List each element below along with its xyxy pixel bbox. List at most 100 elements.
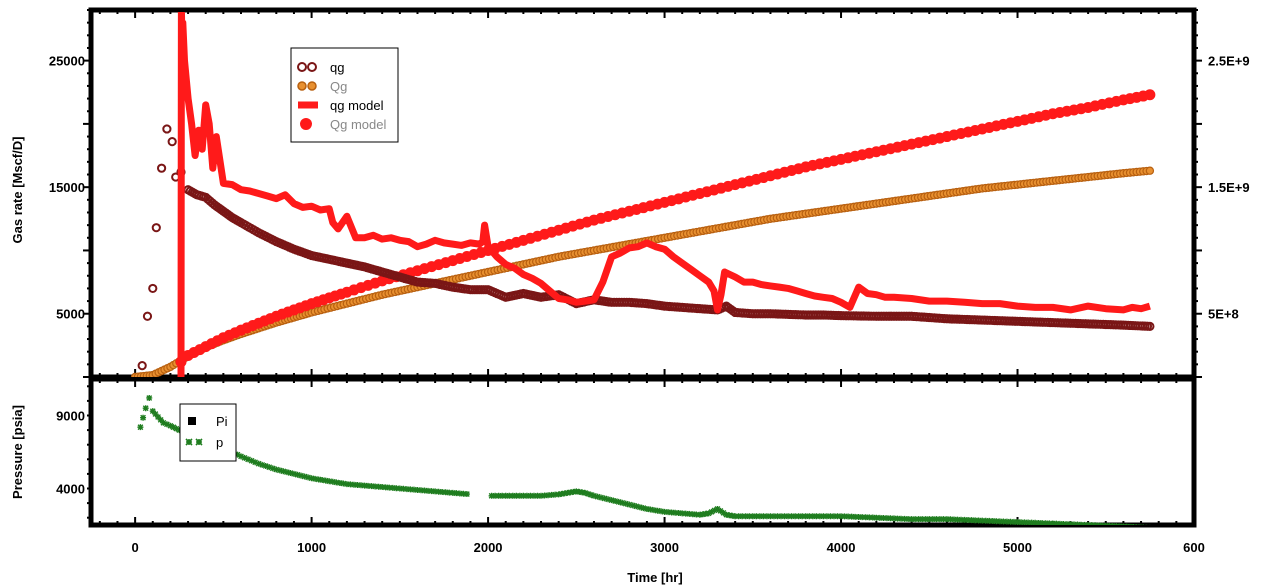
pressure-point: [720, 509, 727, 516]
legend-label-Qg-model: Qg model: [330, 117, 386, 132]
pressure-point: [658, 508, 665, 515]
pressure-point: [598, 494, 605, 501]
pressure-point: [432, 488, 439, 495]
pressure-point: [650, 507, 657, 514]
pressure-point: [820, 513, 827, 520]
qg-point: [1145, 321, 1155, 331]
pressure-point: [499, 492, 506, 499]
pressure-point: [1028, 519, 1035, 525]
pressure-point: [1014, 519, 1021, 525]
pressure-point: [665, 509, 672, 516]
pressure-point: [629, 502, 636, 509]
pressure-point: [788, 513, 795, 520]
pressure-point: [290, 470, 297, 477]
pressure-point: [827, 513, 834, 520]
pressure-point: [749, 513, 756, 520]
pressure-point: [1003, 518, 1010, 525]
pressure-point: [947, 516, 954, 523]
pressure-point: [675, 510, 682, 517]
pressure-point: [661, 508, 668, 515]
rate-left-tick-label: 15000: [49, 180, 85, 195]
x-tick-label: 0: [132, 540, 139, 555]
pressure-point: [439, 489, 446, 496]
x-axis-title: Time [hr]: [627, 570, 682, 585]
pressure-point: [993, 518, 1000, 525]
pressure-point: [654, 507, 661, 514]
legend-marker-Pi: [188, 417, 196, 425]
x-tick-label: 2000: [474, 540, 503, 555]
pressure-point: [305, 474, 312, 481]
pressure-point: [234, 451, 241, 458]
pressure-point: [1042, 520, 1049, 525]
pressure-point: [905, 516, 912, 523]
pressure-point: [898, 515, 905, 522]
pressure-point: [173, 425, 180, 432]
pressure-point: [770, 513, 777, 520]
pressure-point: [823, 513, 830, 520]
pressure-point: [705, 510, 712, 517]
pressure-point: [619, 499, 626, 506]
pressure-point: [845, 513, 852, 520]
qg-point: [148, 283, 158, 294]
pressure-point: [594, 493, 601, 500]
pressure-point: [283, 469, 290, 476]
pressure-point: [795, 513, 802, 520]
pressure-point: [358, 482, 365, 489]
pressure-point: [908, 516, 915, 523]
pressure-point: [647, 506, 654, 513]
pressure-point: [912, 516, 919, 523]
pressure-point: [982, 517, 989, 524]
pressure-point: [460, 490, 467, 497]
pressure-point: [336, 479, 343, 486]
legend-marker-Qg: [297, 81, 317, 91]
pressure-point: [929, 516, 936, 523]
pressure-point: [163, 421, 170, 428]
pressure-point: [1063, 521, 1070, 525]
pressure-point: [838, 513, 845, 520]
qg-point: [142, 311, 153, 321]
pressure-point: [883, 515, 890, 522]
pressure-plot-frame: [88, 376, 1197, 528]
pressure-point: [986, 517, 993, 524]
legend-label-Qg: Qg: [330, 79, 347, 94]
pressure-point: [708, 508, 715, 515]
pressure-point: [396, 485, 403, 492]
pressure-point: [319, 477, 326, 484]
pressure-point: [585, 490, 592, 497]
pressure-point: [1039, 520, 1046, 525]
pressure-point: [538, 492, 545, 499]
pressure-point: [548, 491, 555, 498]
pressure-point: [312, 475, 319, 482]
pressure-point: [588, 491, 595, 498]
pressure-point: [735, 513, 742, 520]
pressure-point: [425, 487, 432, 494]
pressure-point: [813, 513, 820, 520]
qg-point: [167, 137, 177, 147]
pressure-point: [717, 507, 724, 514]
pressure-point: [245, 456, 252, 463]
pressure-point: [693, 511, 700, 518]
pressure-point: [601, 495, 608, 502]
pressure-point: [968, 517, 975, 524]
Qg-point: [1145, 166, 1155, 175]
pressure-point: [989, 518, 996, 525]
pressure-point: [142, 405, 149, 412]
pressure-point: [996, 518, 1003, 525]
legend-marker-p: [185, 438, 203, 446]
pressure-point: [407, 486, 414, 493]
x-tick-label: 3000: [650, 540, 679, 555]
pressure-point: [711, 507, 718, 514]
pressure-point: [972, 517, 979, 524]
pressure-point: [855, 513, 862, 520]
pressure-point: [633, 503, 640, 510]
pressure-point: [756, 513, 763, 520]
pressure-point: [615, 498, 622, 505]
pressure-point: [140, 414, 147, 421]
pressure-point: [778, 513, 785, 520]
qg-point: [137, 361, 147, 371]
pressure-point: [516, 492, 523, 499]
pressure-point: [1067, 521, 1074, 525]
pressure-point: [1053, 520, 1060, 525]
pressure-point: [732, 513, 739, 520]
